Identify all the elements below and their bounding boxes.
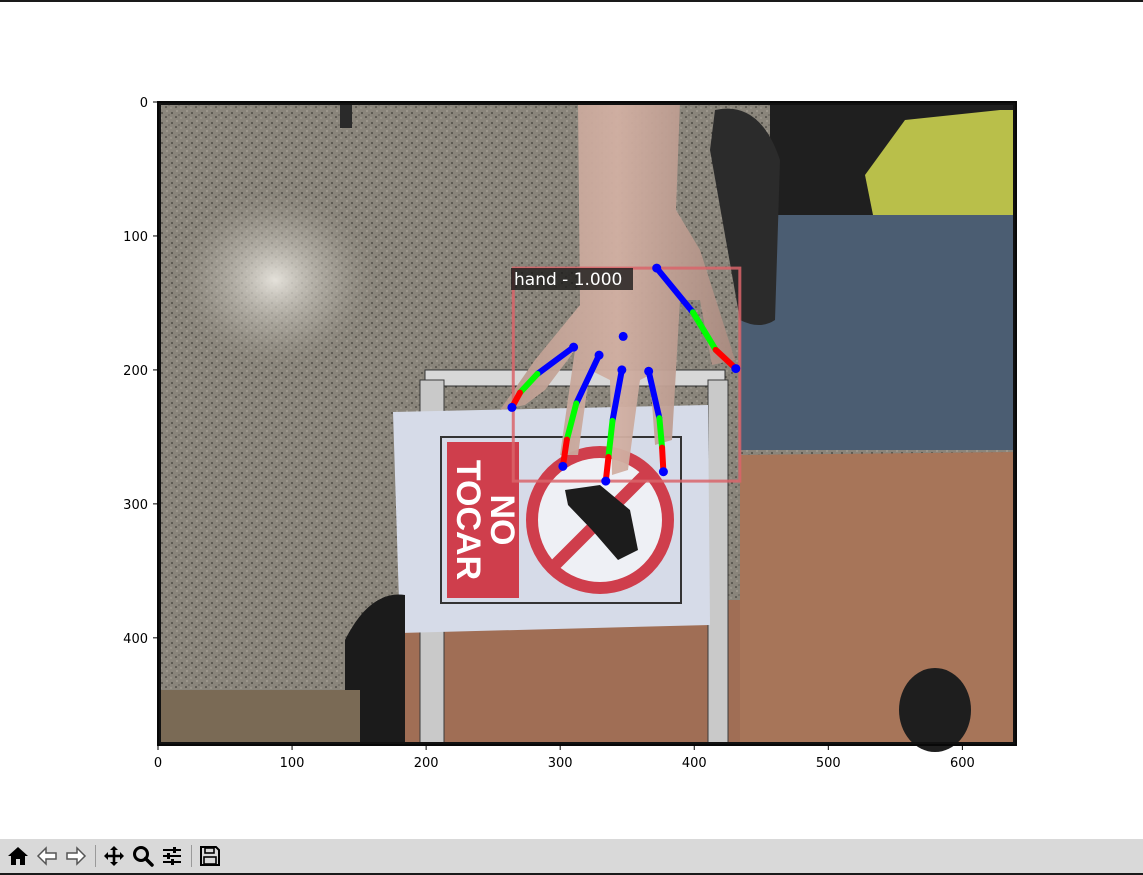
skeleton-segment (605, 417, 616, 460)
skeleton-segment (656, 415, 666, 451)
zoom-button[interactable] (129, 842, 157, 870)
mouse (899, 668, 971, 752)
toolbar-separator (95, 845, 96, 867)
desk-front (405, 600, 740, 745)
home-button[interactable] (4, 842, 32, 870)
x-tick-label: 100 (280, 756, 305, 771)
skeleton-segment (516, 370, 541, 396)
sign-text-no: NO (483, 495, 521, 546)
skeleton-segment (563, 400, 580, 443)
keypoint (558, 461, 568, 471)
skeleton-segment (689, 309, 719, 353)
matplotlib-figure: NO TOCAR hand - 1.000 0 100 200 300 400 500 60… (123, 96, 1017, 771)
move-icon (104, 846, 124, 866)
keypoint (652, 263, 662, 273)
x-tick-label: 300 (548, 756, 573, 771)
sign-text-tocar: TOCAR (449, 460, 487, 580)
floppy-disk-icon (200, 846, 220, 866)
magnifier-icon (133, 846, 154, 867)
chair-leg (340, 102, 352, 128)
detection-label: hand - 1.000 (514, 270, 622, 290)
forward-button[interactable] (62, 842, 90, 870)
image-display: NO TOCAR (157, 101, 1017, 752)
back-button[interactable] (33, 842, 61, 870)
y-tick-label: 0 (140, 96, 148, 111)
y-axis: 0 100 200 300 400 (123, 96, 158, 647)
sign-red-panel (447, 442, 519, 598)
skeleton-segment (573, 352, 603, 407)
sliders-icon (163, 847, 181, 865)
skeleton-segment (559, 436, 570, 470)
sign-hand-pictogram (565, 485, 638, 560)
window-bottom-border (0, 873, 1143, 875)
keypoint (569, 342, 579, 352)
navigation-toolbar (0, 839, 1143, 873)
keypoint (601, 476, 611, 486)
save-button[interactable] (196, 842, 224, 870)
y-tick-label: 300 (123, 498, 148, 513)
x-tick-label: 500 (816, 756, 841, 771)
keypoint (594, 350, 604, 360)
skeleton-segment (609, 366, 625, 424)
pan-button[interactable] (100, 842, 128, 870)
home-icon (8, 847, 28, 865)
chair-back (710, 108, 780, 325)
image-border (157, 101, 1017, 746)
x-axis: 0 100 200 300 400 500 600 (154, 745, 975, 771)
frame-bar-right (707, 379, 729, 746)
skeleton-segment (645, 368, 663, 422)
wrist-keypoint (618, 331, 628, 341)
wood-scrap (160, 690, 360, 745)
skeleton-segment (712, 346, 739, 372)
hand-skeleton (507, 263, 741, 486)
keypoint (644, 366, 654, 376)
keypoint (507, 402, 517, 412)
keypoint (731, 364, 741, 374)
window-top-border (0, 0, 1143, 2)
x-tick-label: 200 (414, 756, 439, 771)
toolbar-separator (191, 845, 192, 867)
x-tick-label: 400 (682, 756, 707, 771)
skeleton-segment (653, 265, 696, 316)
desk (740, 452, 1016, 745)
forward-arrow-icon (66, 846, 87, 866)
keypoint (617, 365, 627, 375)
y-tick-label: 400 (123, 632, 148, 647)
y-tick-label: 200 (123, 364, 148, 379)
y-tick-label: 100 (123, 230, 148, 245)
x-tick-label: 0 (154, 756, 162, 771)
detection-overlay: hand - 1.000 (507, 263, 742, 486)
configure-subplots-button[interactable] (158, 842, 186, 870)
light-glare (170, 190, 380, 370)
person-jeans (740, 215, 1016, 450)
axes-frame (157, 101, 1017, 746)
label-background (511, 268, 633, 290)
x-tick-label: 600 (950, 756, 975, 771)
sign-panel-inner (440, 436, 682, 604)
skeleton-segment (534, 344, 577, 377)
keypoint (658, 467, 668, 477)
back-arrow-icon (36, 846, 57, 866)
sign-text: NO TOCAR (449, 460, 521, 580)
